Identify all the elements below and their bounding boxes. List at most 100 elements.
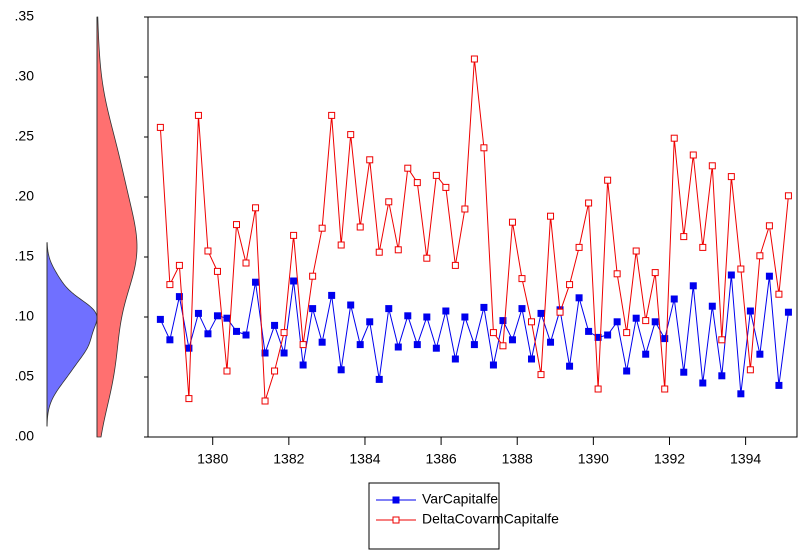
point — [518, 275, 526, 283]
point — [271, 321, 279, 329]
point — [223, 314, 231, 322]
point — [756, 252, 764, 260]
point — [613, 270, 621, 278]
point — [347, 131, 355, 139]
point — [404, 164, 412, 172]
point — [318, 338, 326, 346]
point — [547, 212, 555, 220]
point — [252, 204, 260, 212]
point — [623, 367, 631, 375]
y-tick-label: .20 — [15, 188, 35, 204]
point — [413, 179, 421, 187]
point — [432, 171, 440, 179]
point — [566, 281, 574, 289]
point — [442, 183, 450, 191]
point — [299, 341, 307, 349]
point — [642, 350, 650, 358]
point — [451, 261, 459, 269]
point — [309, 272, 317, 280]
x-tick-label: 1394 — [730, 451, 761, 467]
point — [156, 123, 164, 131]
point — [242, 259, 250, 267]
point — [347, 301, 355, 309]
point — [537, 309, 545, 317]
y-tick-label: .10 — [15, 308, 35, 324]
point — [194, 111, 202, 119]
point — [737, 390, 745, 398]
legend-label: VarCapitalfe — [422, 491, 498, 507]
point — [480, 144, 488, 152]
point — [385, 305, 393, 313]
legend-box — [368, 482, 500, 550]
plot-frame — [147, 16, 798, 438]
point — [556, 308, 564, 316]
point — [166, 281, 174, 289]
point — [337, 241, 345, 249]
x-tick-label: 1392 — [654, 451, 685, 467]
point — [290, 231, 298, 239]
point — [280, 329, 288, 337]
point — [252, 278, 260, 286]
legend-marker — [392, 496, 400, 504]
legend-label: DeltaCovarmCapitalfe — [422, 511, 559, 527]
point — [699, 379, 707, 387]
series-line — [159, 274, 789, 394]
point — [670, 295, 678, 303]
point — [746, 307, 754, 315]
point — [328, 111, 336, 119]
point — [661, 335, 669, 343]
x-tick-label: 1384 — [349, 451, 380, 467]
x-tick-label: 1390 — [578, 451, 609, 467]
y-tick-label: .00 — [15, 428, 35, 444]
point — [746, 366, 754, 374]
point — [204, 330, 212, 338]
point — [680, 368, 688, 376]
y-tick-label: .35 — [15, 8, 35, 24]
point — [575, 243, 583, 251]
point — [280, 349, 288, 357]
point — [356, 341, 364, 349]
point — [775, 290, 783, 298]
point — [499, 342, 507, 350]
point — [394, 343, 402, 351]
point — [470, 55, 478, 63]
point — [518, 305, 526, 313]
point — [699, 243, 707, 251]
point — [756, 350, 764, 358]
x-tick-label: 1382 — [273, 451, 304, 467]
point — [175, 261, 183, 269]
point — [651, 269, 659, 277]
point — [404, 312, 412, 320]
point — [575, 294, 583, 302]
point — [670, 134, 678, 142]
point — [213, 312, 221, 320]
point — [604, 331, 612, 339]
point — [708, 302, 716, 310]
point — [309, 305, 317, 313]
point — [537, 371, 545, 379]
point — [290, 277, 298, 285]
point — [442, 307, 450, 315]
point — [233, 221, 240, 229]
point — [185, 395, 193, 403]
point — [632, 314, 640, 322]
point — [385, 198, 393, 206]
point — [242, 331, 250, 339]
point — [784, 308, 792, 316]
point — [566, 362, 574, 370]
point — [470, 341, 478, 349]
point — [489, 361, 497, 369]
point — [718, 372, 726, 380]
point — [156, 315, 164, 323]
point — [623, 329, 631, 337]
point — [708, 162, 716, 170]
point — [413, 341, 421, 349]
point — [680, 233, 688, 241]
point — [765, 272, 773, 280]
point — [661, 385, 669, 393]
point — [213, 267, 221, 275]
point — [642, 317, 650, 325]
point — [651, 318, 659, 326]
point — [727, 271, 735, 279]
